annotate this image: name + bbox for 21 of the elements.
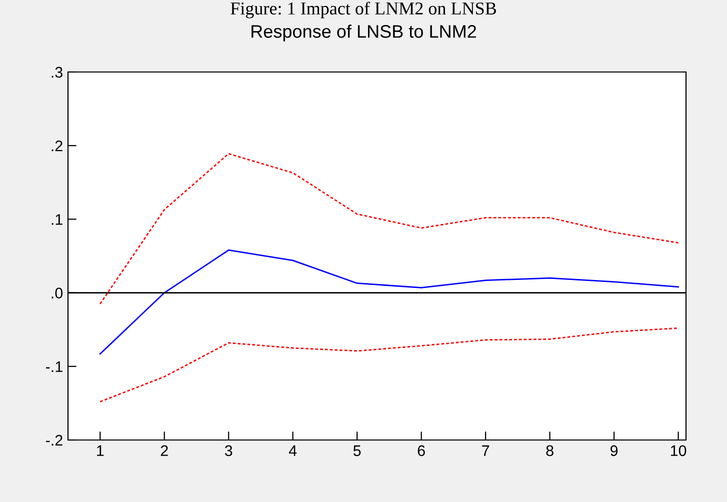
x-tick-label: 6 <box>418 445 425 456</box>
x-tick-label: 2 <box>160 445 168 456</box>
x-tick-label: 3 <box>224 445 232 456</box>
x-tick-label: 5 <box>353 445 361 456</box>
x-tick-label: 8 <box>546 445 554 456</box>
line-series <box>99 249 679 355</box>
y-tick-label: .3 <box>52 66 62 78</box>
y-tick-label: .0 <box>52 288 63 298</box>
x-tick-label: 10 <box>670 445 686 456</box>
line-series <box>99 153 679 305</box>
chart-title: Figure: 1 Impact of LNM2 on LNSB <box>230 2 496 18</box>
x-tick-label: 1 <box>97 445 104 456</box>
x-tick-label: 4 <box>288 445 297 456</box>
y-tick-label: .2 <box>52 140 62 152</box>
y-tick-label: -.2 <box>46 434 62 446</box>
chart-subtitle: Response of LNSB to LNM2 <box>252 24 476 42</box>
y-tick-label: -.1 <box>46 361 62 372</box>
x-tick-label: 7 <box>482 445 490 456</box>
line-series <box>99 327 679 402</box>
x-tick-label: 9 <box>610 445 618 456</box>
y-tick-label: .1 <box>52 214 62 225</box>
